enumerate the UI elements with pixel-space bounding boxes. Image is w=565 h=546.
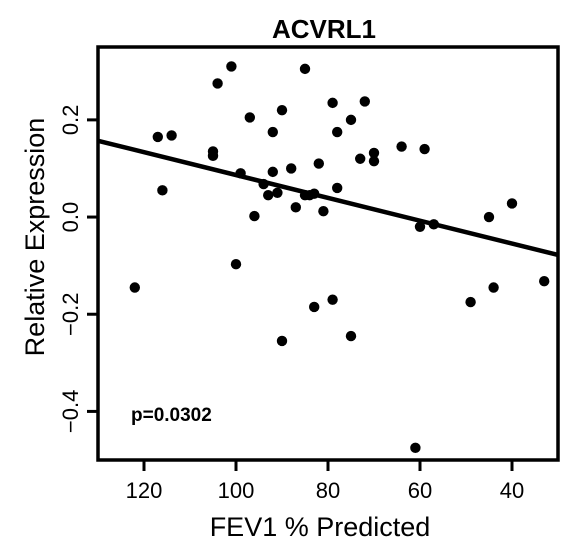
data-point [263,189,274,201]
data-point [332,126,343,138]
data-point [286,163,297,174]
data-point [157,185,168,196]
data-point [318,206,329,217]
data-point [359,96,370,107]
y-axis-label: Relative Expression [20,118,50,357]
data-point [166,130,177,141]
data-point [488,282,499,293]
data-point [276,335,288,347]
data-point [212,78,223,89]
data-point [483,211,495,223]
y-tick-label: 0.2 [58,105,83,136]
data-point [355,153,366,164]
y-tick-label: −0.2 [58,293,83,336]
data-point [207,146,219,157]
x-tick-label: 100 [218,478,255,503]
data-point [313,158,324,169]
chart-title: ACVRL1 [272,14,376,44]
data-point [226,61,237,72]
x-tick-label: 40 [500,478,524,503]
data-point [276,104,288,116]
data-points [129,61,550,454]
data-point [267,126,278,138]
x-tick-label: 120 [126,478,163,503]
data-point [368,155,380,167]
data-point [272,187,283,198]
data-point [230,258,242,270]
data-point [299,63,311,75]
data-point [332,182,343,194]
data-point [309,188,320,199]
data-point [129,282,140,293]
data-point [465,296,476,308]
data-point [428,219,439,230]
x-tick-label: 80 [316,478,340,503]
data-point [267,166,278,178]
data-point [410,442,421,454]
data-point [396,141,407,152]
y-axis: −0.4 −0.2 0.0 0.2 [58,105,98,433]
data-point [290,202,301,213]
x-tick-label: 60 [408,478,432,503]
data-point [244,112,255,123]
data-point [327,97,338,109]
data-point [506,198,518,209]
x-axis: 120 100 80 60 40 [126,460,524,503]
plot-frame [96,45,560,462]
data-point [368,147,380,159]
x-axis-label: FEV1 % Predicted [210,512,431,542]
p-value-annotation: p=0.0302 [131,405,212,426]
data-point [152,131,163,143]
y-tick-label: 0.0 [58,202,83,233]
data-point [419,143,430,155]
data-point [345,330,357,342]
regression-line [97,138,559,258]
data-point [258,178,269,190]
data-point [345,114,357,126]
data-point [327,294,338,305]
data-point [249,210,260,222]
y-tick-label: −0.4 [58,390,83,433]
data-point [309,301,320,313]
data-point [539,275,550,287]
data-point [235,168,246,179]
data-point [414,221,426,232]
